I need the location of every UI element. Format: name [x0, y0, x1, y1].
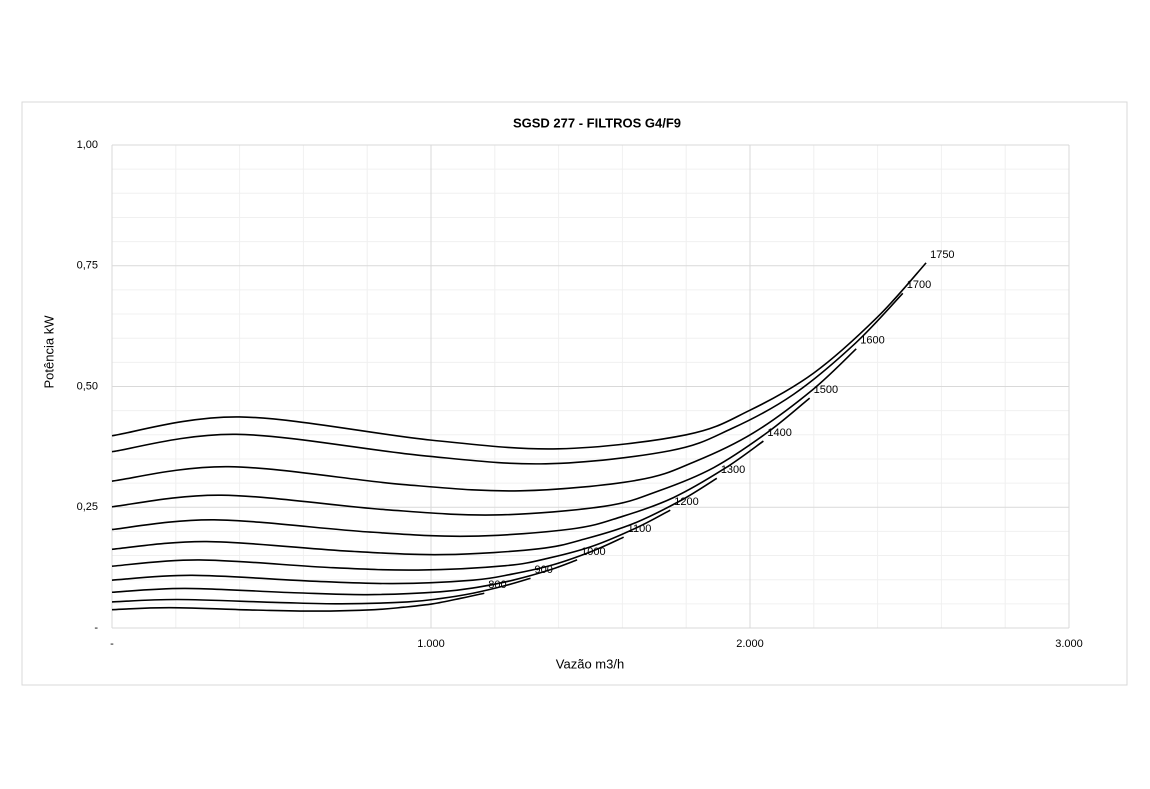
series-line: [111, 509, 671, 571]
y-tick-label: 0,50: [77, 380, 98, 392]
series-line: [111, 440, 764, 538]
y-tick-label: -: [94, 622, 98, 634]
y-axis-title: Potência kW: [41, 315, 56, 389]
series-line: [111, 477, 718, 556]
x-axis-title: Vazão m3/h: [556, 656, 624, 671]
y-tick-label: 1,00: [77, 139, 98, 151]
series-line: [111, 592, 485, 612]
series-label: 1100: [628, 523, 652, 535]
series-line: [111, 397, 811, 516]
chart-frame: [21, 101, 1128, 686]
series-label: 1700: [907, 279, 931, 291]
series-label: 800: [488, 579, 506, 591]
series-label: 1500: [814, 384, 838, 396]
series-line: [111, 262, 927, 450]
series-label: 1200: [674, 496, 698, 508]
series-line: [111, 577, 531, 605]
series-label: 1400: [767, 427, 791, 439]
x-tick-label: 3.000: [1055, 638, 1083, 650]
y-tick-label: 0,25: [77, 501, 98, 513]
series-line: [111, 348, 857, 492]
x-tick-label: 1.000: [417, 638, 445, 650]
chart-title: SGSD 277 - FILTROS G4/F9: [513, 115, 681, 130]
series-label: 900: [535, 564, 553, 576]
x-tick-label: 2.000: [736, 638, 764, 650]
series-line: [111, 559, 578, 596]
series-line: [111, 536, 625, 585]
series-label: 1300: [721, 464, 745, 476]
series-label: 1000: [581, 546, 605, 558]
y-tick-label: 0,75: [77, 260, 98, 272]
series-label: 1600: [860, 335, 884, 347]
series-label: 1750: [930, 249, 954, 261]
series-line: [111, 292, 904, 465]
x-tick-label: -: [110, 638, 114, 650]
